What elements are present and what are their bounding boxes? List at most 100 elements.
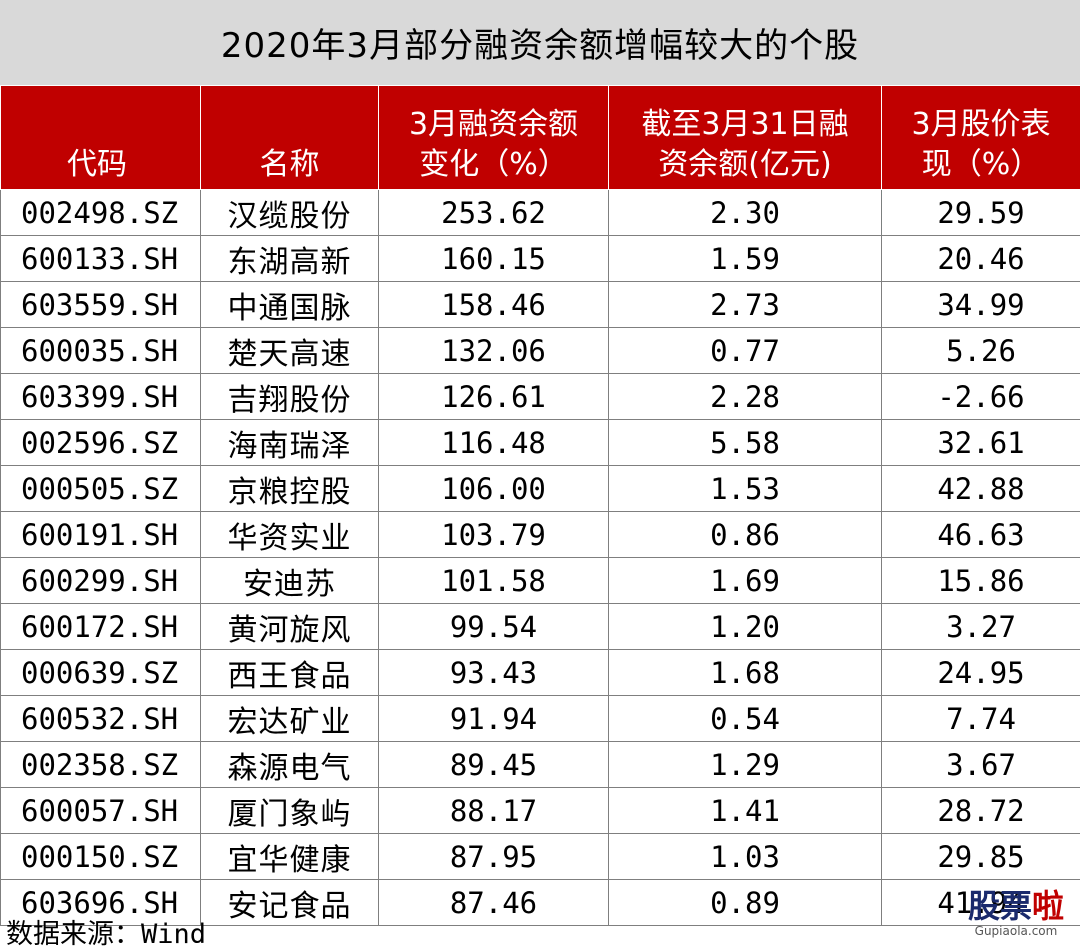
cell-change: 103.79 [379, 512, 609, 558]
header-balance-line2: 资余额(亿元) [613, 145, 877, 185]
cell-name: 安迪苏 [201, 558, 379, 604]
cell-change: 91.94 [379, 696, 609, 742]
cell-code: 000150.SZ [1, 834, 201, 880]
header-balance-line1: 截至3月31日融 [613, 105, 877, 145]
cell-name: 安记食品 [201, 880, 379, 926]
cell-price: 28.72 [882, 788, 1080, 834]
header-name: 名称 [201, 86, 379, 190]
cell-code: 600133.SH [1, 236, 201, 282]
header-change: 3月融资余额 变化（%） [379, 86, 609, 190]
cell-change: 132.06 [379, 328, 609, 374]
cell-name: 厦门象屿 [201, 788, 379, 834]
watermark-text-b: 啦 [1032, 887, 1064, 925]
cell-price: 34.99 [882, 282, 1080, 328]
cell-balance: 0.77 [609, 328, 882, 374]
watermark-text-a: 股票 [968, 887, 1032, 925]
cell-name: 宏达矿业 [201, 696, 379, 742]
cell-code: 000505.SZ [1, 466, 201, 512]
cell-change: 101.58 [379, 558, 609, 604]
source-note: 数据来源：Wind [6, 912, 206, 951]
cell-code: 603559.SH [1, 282, 201, 328]
header-price-line2: 现（%） [886, 145, 1076, 185]
cell-price: 42.88 [882, 466, 1080, 512]
cell-change: 116.48 [379, 420, 609, 466]
cell-name: 森源电气 [201, 742, 379, 788]
cell-balance: 1.41 [609, 788, 882, 834]
cell-name: 宜华健康 [201, 834, 379, 880]
watermark-url: Gupiaola.com [958, 924, 1074, 938]
cell-price: 20.46 [882, 236, 1080, 282]
header-price-line1: 3月股价表 [886, 105, 1076, 145]
cell-code: 600532.SH [1, 696, 201, 742]
cell-balance: 2.73 [609, 282, 882, 328]
header-balance: 截至3月31日融 资余额(亿元) [609, 86, 882, 190]
cell-price: 3.27 [882, 604, 1080, 650]
cell-balance: 2.30 [609, 190, 882, 236]
cell-balance: 0.54 [609, 696, 882, 742]
cell-balance: 1.59 [609, 236, 882, 282]
cell-price: 46.63 [882, 512, 1080, 558]
cell-balance: 1.29 [609, 742, 882, 788]
cell-balance: 0.86 [609, 512, 882, 558]
cell-change: 253.62 [379, 190, 609, 236]
cell-price: 5.26 [882, 328, 1080, 374]
cell-code: 600191.SH [1, 512, 201, 558]
cell-change: 160.15 [379, 236, 609, 282]
cell-name: 黄河旋风 [201, 604, 379, 650]
cell-code: 002596.SZ [1, 420, 201, 466]
cell-balance: 1.68 [609, 650, 882, 696]
cell-code: 600172.SH [1, 604, 201, 650]
cell-price: -2.66 [882, 374, 1080, 420]
watermark-logo: 股票啦 Gupiaola.com [958, 888, 1074, 946]
cell-name: 吉翔股份 [201, 374, 379, 420]
cell-change: 93.43 [379, 650, 609, 696]
cell-code: 600299.SH [1, 558, 201, 604]
cell-price: 3.67 [882, 742, 1080, 788]
cell-change: 126.61 [379, 374, 609, 420]
cell-price: 24.95 [882, 650, 1080, 696]
cell-name: 京粮控股 [201, 466, 379, 512]
header-change-line2: 变化（%） [383, 145, 604, 185]
table-title: 2020年3月部分融资余额增幅较大的个股 [0, 0, 1080, 86]
cell-change: 87.46 [379, 880, 609, 926]
header-row: 代码 名称 3月融资余额 变化（%） 截至3月31日融 资余额(亿元) 3月股价… [1, 86, 1080, 190]
cell-code: 603399.SH [1, 374, 201, 420]
cell-price: 15.86 [882, 558, 1080, 604]
cell-code: 002358.SZ [1, 742, 201, 788]
cell-name: 海南瑞泽 [201, 420, 379, 466]
cell-balance: 0.89 [609, 880, 882, 926]
cell-code: 600035.SH [1, 328, 201, 374]
cell-name: 华资实业 [201, 512, 379, 558]
cell-price: 7.74 [882, 696, 1080, 742]
cell-change: 88.17 [379, 788, 609, 834]
cell-code: 000639.SZ [1, 650, 201, 696]
cell-change: 158.46 [379, 282, 609, 328]
cell-name: 西王食品 [201, 650, 379, 696]
cell-balance: 1.69 [609, 558, 882, 604]
cell-balance: 2.28 [609, 374, 882, 420]
cell-change: 106.00 [379, 466, 609, 512]
cell-change: 99.54 [379, 604, 609, 650]
cell-price: 29.85 [882, 834, 1080, 880]
cell-price: 32.61 [882, 420, 1080, 466]
cell-code: 600057.SH [1, 788, 201, 834]
cell-name: 汉缆股份 [201, 190, 379, 236]
watermark-text: 股票啦 [958, 888, 1074, 924]
header-code: 代码 [1, 86, 201, 190]
cell-change: 87.95 [379, 834, 609, 880]
cell-name: 楚天高速 [201, 328, 379, 374]
